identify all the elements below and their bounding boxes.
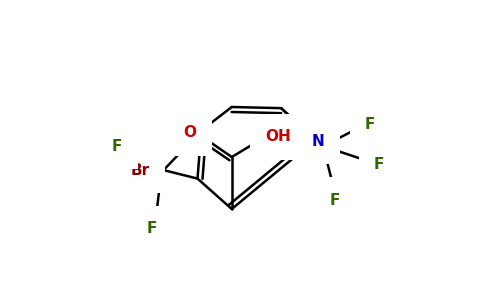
Text: OH: OH	[265, 130, 291, 145]
Text: F: F	[330, 193, 340, 208]
Text: Br: Br	[131, 163, 150, 178]
Text: F: F	[112, 139, 122, 154]
Text: N: N	[312, 134, 324, 148]
Text: F: F	[374, 157, 384, 172]
Text: F: F	[365, 117, 376, 132]
Text: O: O	[183, 125, 197, 140]
Text: F: F	[147, 221, 157, 236]
